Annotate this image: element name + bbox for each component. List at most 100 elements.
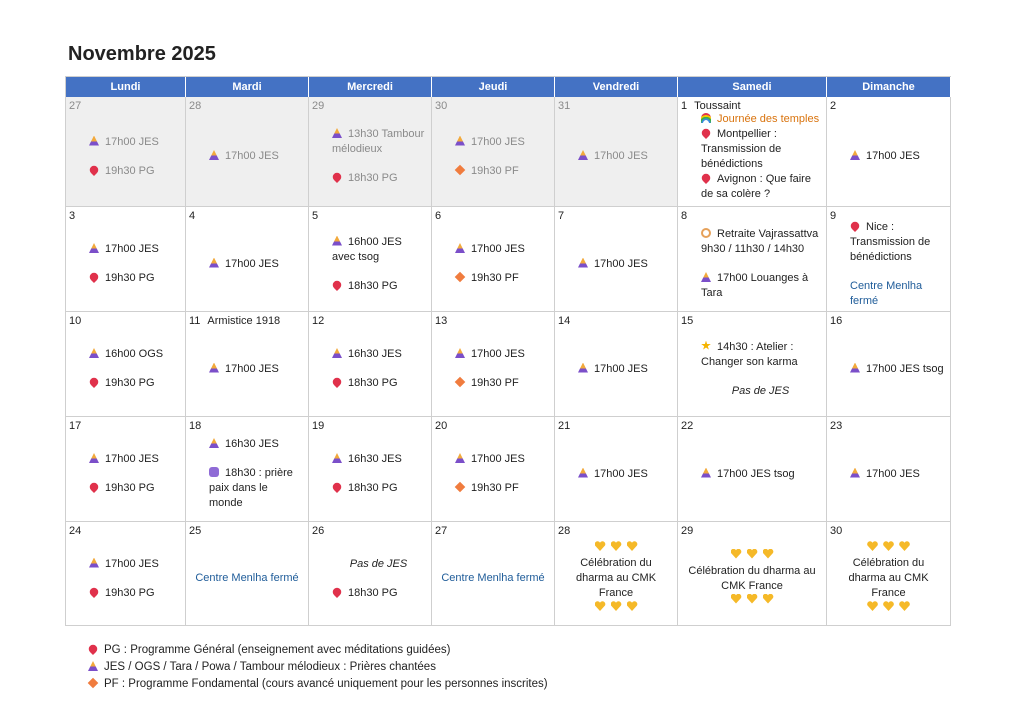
event-text: Célébration du dharma au CMK France — [575, 557, 657, 599]
day-line: 31 — [558, 99, 570, 114]
icon — [209, 467, 219, 477]
heart-icon — [763, 594, 774, 604]
event: 17h00 JES — [209, 362, 302, 377]
day-cell: 22 17h00 JES tsog — [678, 417, 827, 522]
event: 18h30 PG — [330, 375, 425, 391]
hearts-icon — [867, 541, 910, 551]
event: 19h30 PG — [87, 270, 179, 286]
icon — [87, 480, 101, 494]
day-number: 7 — [558, 210, 565, 222]
event-text: 17h00 JES — [225, 257, 279, 270]
heart-icon — [867, 541, 878, 551]
event: 13h30 Tambour mélodieux — [332, 127, 425, 157]
event-text: 17h00 JES — [471, 135, 525, 148]
event-text: 17h00 JES — [105, 453, 159, 465]
day-line: 24 — [69, 524, 81, 539]
day-cell: 24 17h00 JES 19h30 PG — [66, 522, 186, 626]
day-line: 11 Armistice 1918 — [189, 314, 280, 329]
day-cell: 31 17h00 JES — [555, 97, 678, 207]
event-text: 18h30 PG — [348, 586, 398, 599]
event: 18h30 PG — [330, 170, 425, 186]
day-line: 27 — [69, 99, 81, 114]
icon — [330, 170, 344, 184]
event-text: 17h00 JES — [471, 243, 525, 255]
heart-icon — [899, 601, 910, 611]
event: 17h00 JES — [209, 149, 302, 164]
legend-text: PF : Programme Fondamental (cours avancé… — [104, 678, 548, 690]
event — [563, 601, 669, 616]
event-text: 17h00 JES — [594, 467, 648, 480]
day-number: 28 — [558, 525, 571, 537]
heart-icon — [611, 541, 622, 551]
legend: PG : Programme Général (enseignement ave… — [86, 642, 548, 693]
day-line: 30 — [830, 524, 842, 539]
day-cell: 27 Centre Menlha fermé — [432, 522, 555, 626]
event-text: 19h30 PG — [105, 482, 155, 494]
day-cell: 18 16h30 JES 18h30 : prière paix dans le m… — [186, 417, 309, 522]
icon — [701, 112, 711, 123]
heart-icon — [763, 549, 774, 559]
event: 16h30 JES — [332, 347, 425, 362]
day-number: 22 — [681, 420, 694, 432]
event: Pas de JES — [332, 557, 425, 572]
heart-icon — [883, 541, 894, 551]
day-cell: 28 17h00 JES — [186, 97, 309, 207]
event: 17h00 JES — [850, 467, 944, 482]
day-cell: 1 Toussaint Journée des temples Montpellier… — [678, 97, 827, 207]
icon — [455, 243, 465, 253]
event: 19h30 PG — [87, 480, 179, 496]
day-line: 8 — [681, 209, 687, 224]
legend-text: PG : Programme Général (enseignement ave… — [104, 644, 451, 656]
day-cell: 14 17h00 JES — [555, 312, 678, 417]
day-line: 27 — [435, 524, 447, 539]
event: 19h30 PF — [454, 271, 548, 286]
icon — [455, 135, 465, 146]
event: 16h30 JES — [209, 437, 302, 452]
day-line: 10 — [69, 314, 81, 329]
day-cell: 29 Célébration du dharma au CMK France — [678, 522, 827, 626]
event: Célébration du dharma au CMK France — [563, 556, 669, 601]
day-line: 29 — [681, 524, 693, 539]
icon — [89, 557, 99, 568]
week-row: 27 17h00 JES 19h30 PG 28 17h00 JES 29 13h30 Ta… — [66, 97, 951, 207]
event: 17h00 JES — [578, 362, 671, 377]
day-cell: 11 Armistice 1918 17h00 JES — [186, 312, 309, 417]
event-text: 17h00 JES — [594, 150, 648, 162]
icon — [330, 480, 344, 494]
event-text: Célébration du dharma au CMK France — [688, 564, 816, 592]
event-text: Nice : Transmission de bénédictions — [850, 220, 931, 263]
event-text: 17h00 JES tsog — [866, 362, 944, 375]
event: Montpellier : Transmission de bénédictio… — [699, 126, 820, 172]
event — [686, 594, 818, 609]
day-number: 11 — [189, 315, 201, 327]
event-text: Pas de JES — [731, 384, 790, 397]
icon — [89, 453, 99, 463]
icon — [330, 375, 344, 389]
event: 17h00 Louanges à Tara — [701, 271, 820, 301]
day-cell: 15 14h30 : Atelier : Changer son karma Pas… — [678, 312, 827, 417]
event-text: 14h30 : Atelier : Changer son karma — [701, 340, 798, 368]
event-text: Pas de JES — [349, 557, 408, 570]
day-line: 19 — [312, 419, 324, 434]
weekday-header: Dimanche — [827, 77, 951, 97]
day-line: 22 — [681, 419, 693, 434]
week-row: 10 16h00 OGS 19h30 PG 11 Armistice 1918 17h00… — [66, 312, 951, 417]
event-text: Journée des temples — [717, 112, 820, 125]
day-number: 16 — [830, 315, 843, 327]
icon — [332, 235, 342, 246]
event-text: 18h30 PG — [348, 377, 398, 389]
icon — [332, 128, 342, 138]
week-row: 3 17h00 JES 19h30 PG 4 17h00 JES 5 16h00 JES a… — [66, 207, 951, 312]
weekday-header: Mercredi — [309, 77, 432, 97]
icon — [578, 150, 588, 160]
event-text: 17h00 JES — [866, 467, 920, 480]
event: 18h30 : prière paix dans le monde — [209, 466, 302, 511]
event-text: 17h00 JES — [105, 243, 159, 255]
event: Célébration du dharma au CMK France — [686, 564, 818, 594]
icon — [454, 164, 466, 175]
day-number: 27 — [435, 525, 448, 537]
icon — [209, 362, 219, 373]
icon — [578, 257, 588, 268]
day-cell: 9 Nice : Transmission de bénédictions Cent… — [827, 207, 951, 312]
icon — [89, 243, 99, 253]
